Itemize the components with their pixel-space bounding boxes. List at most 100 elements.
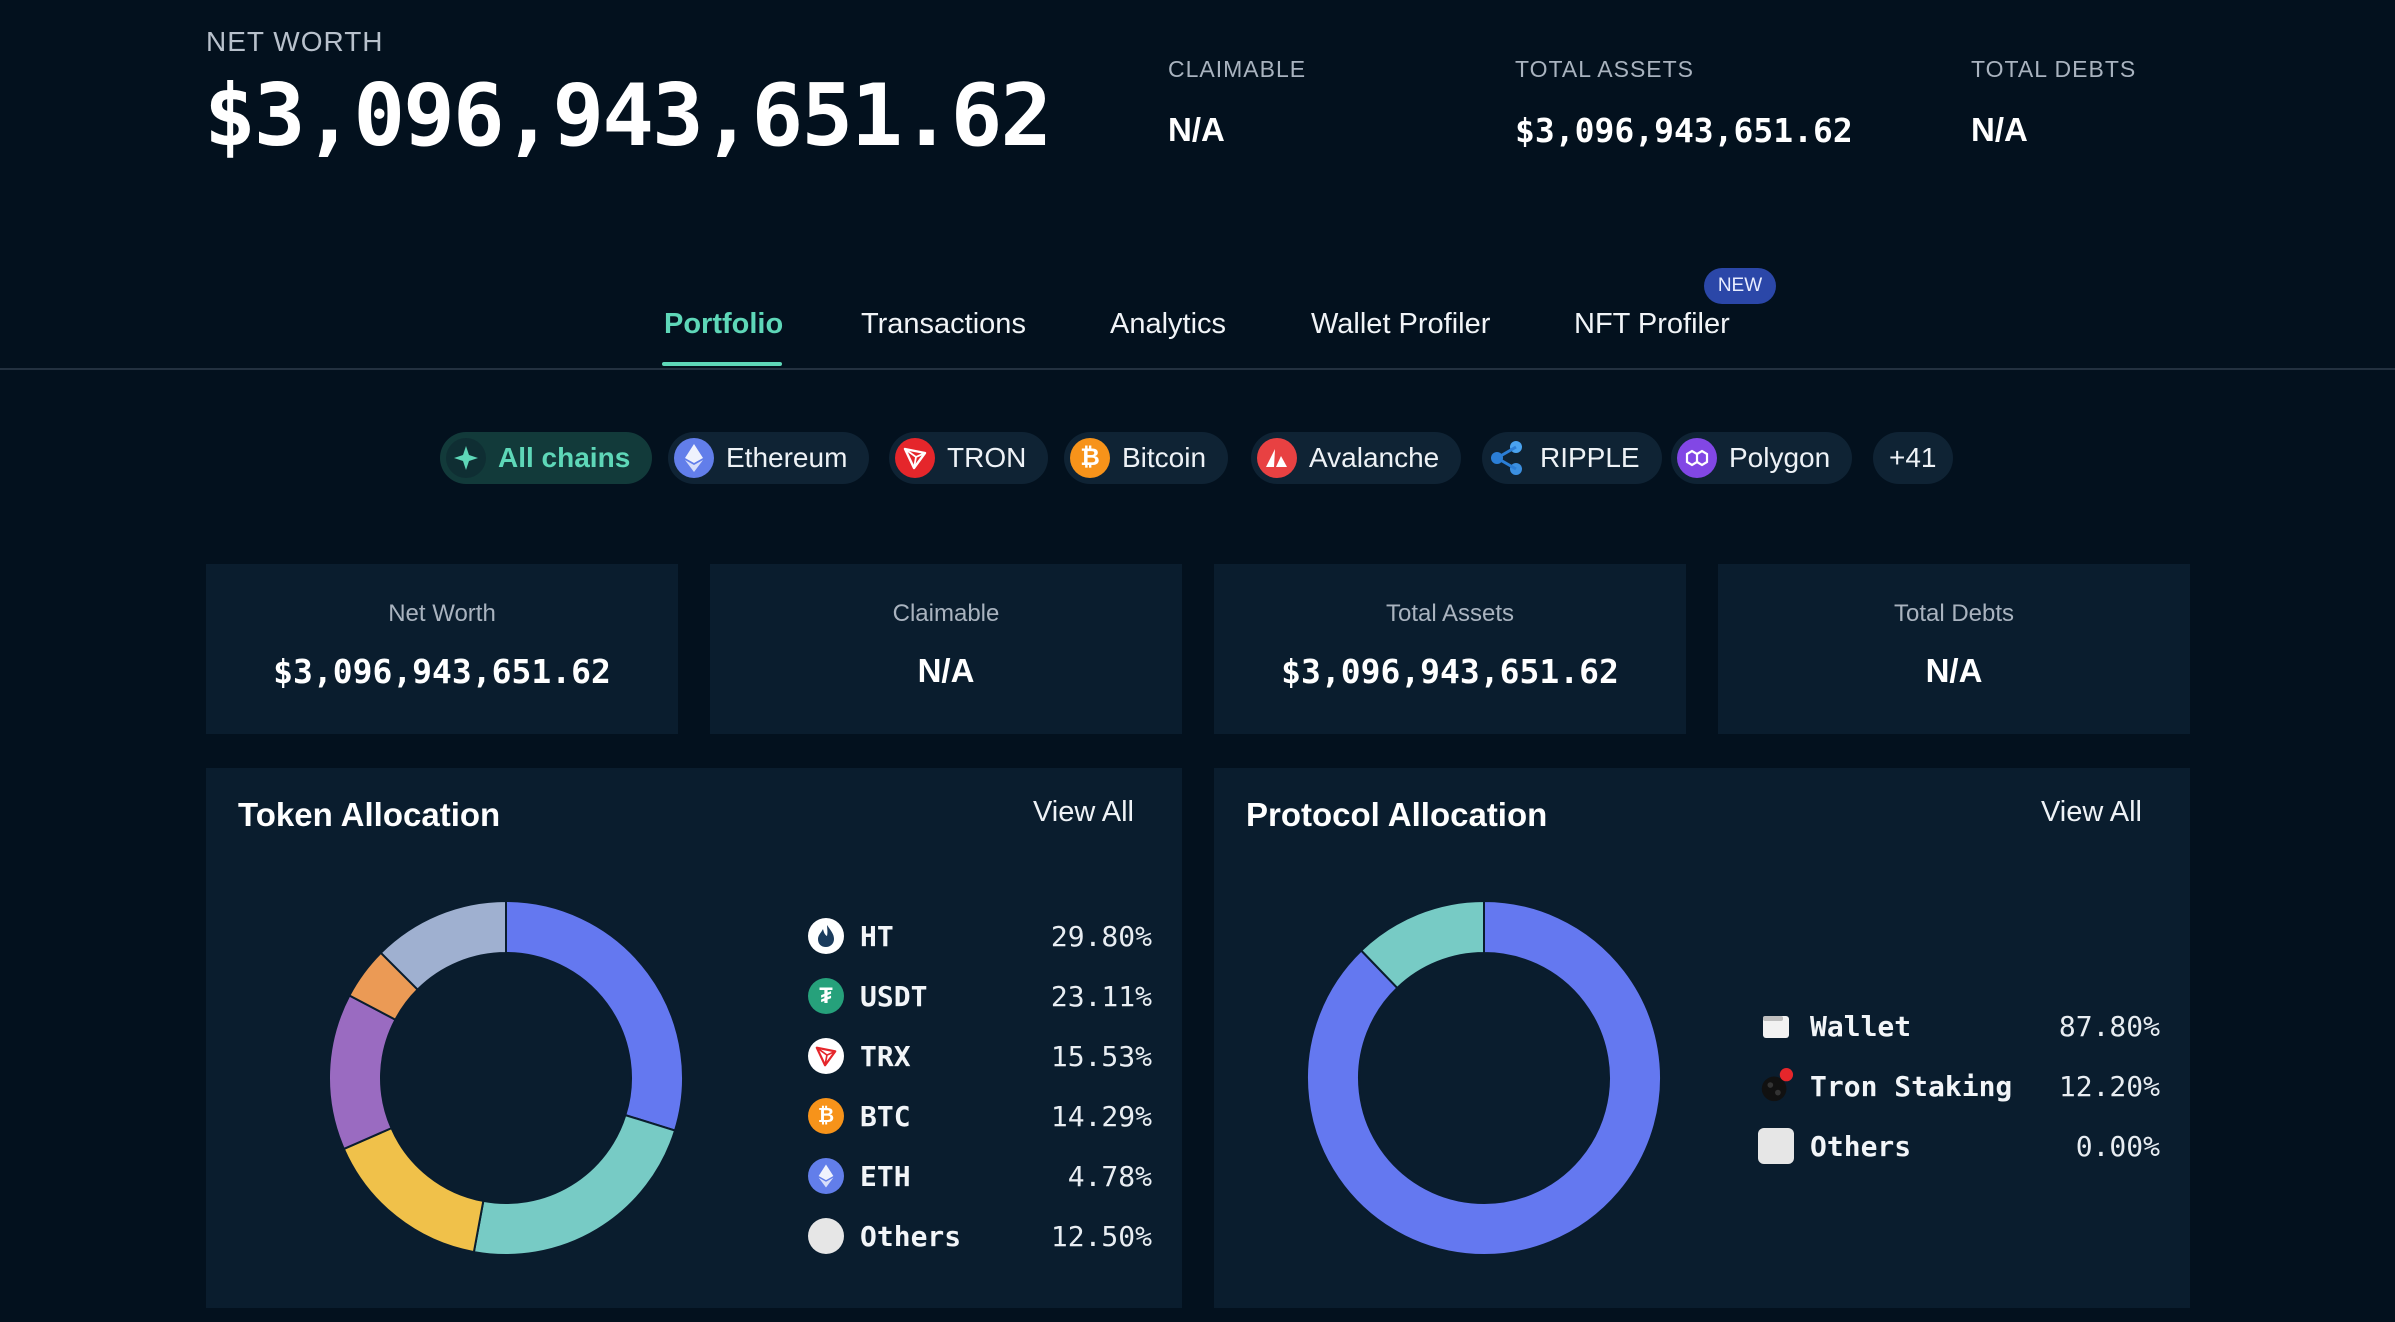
total-assets-value: $3,096,943,651.62 [1515,111,1853,150]
total-debts-label: TOTAL DEBTS [1971,56,2137,82]
net-worth-value: $3,096,943,651.62 [204,66,1052,166]
chain-label: Ethereum [726,442,848,473]
legend-pct: 23.11% [1050,979,1152,1013]
panel-title: Token Allocation [238,796,501,833]
others-icon [1758,1128,1794,1164]
legend-pct: 29.80% [1050,919,1152,953]
stat-card-total-assets: Total Assets $3,096,943,651.62 [1214,564,1686,734]
stat-value: $3,096,943,651.62 [273,652,611,691]
token-allocation-panel: Token Allocation View All HT 29.80% ₮ US… [206,768,1182,1308]
donut-slice-others[interactable] [379,899,507,992]
legend-pct: 12.50% [1050,1219,1152,1253]
stat-value: $3,096,943,651.62 [1281,652,1619,691]
chain-avalanche[interactable]: Avalanche [1251,432,1462,484]
stat-label: Total Debts [1893,600,2015,627]
tether-icon: ₮ [808,978,844,1014]
legend-row-tron-staking[interactable]: Tron Staking 12.20% [1758,1066,2160,1106]
chain-ripple[interactable]: RIPPLE [1482,432,1662,484]
claimable-summary: CLAIMABLE N/A [1168,56,1306,149]
legend-name: ETH [860,1159,911,1193]
stat-label: Net Worth [388,600,496,627]
claimable-label: CLAIMABLE [1168,56,1307,82]
legend-name: Others [860,1219,962,1253]
tron-icon [808,1038,844,1074]
donut-slice-usdt[interactable] [472,1113,677,1256]
total-assets-summary: TOTAL ASSETS $3,096,943,651.62 [1515,56,1853,150]
chain-label: RIPPLE [1540,442,1640,473]
donut-slice-btc[interactable] [328,994,397,1151]
active-tab-indicator [662,362,782,366]
stat-card-net-worth: Net Worth $3,096,943,651.62 [206,564,678,734]
polygon-icon [1677,438,1717,478]
more-chains-button[interactable]: +41 [1873,432,1953,484]
chain-bitcoin[interactable]: ₿ Bitcoin [1064,432,1229,484]
ripple-icon [1488,438,1528,478]
chain-label: Bitcoin [1122,442,1207,473]
legend-pct: 87.80% [2058,1009,2160,1043]
stat-label: Total Assets [1385,600,1515,627]
chain-label: TRON [947,442,1027,473]
tab-transactions[interactable]: Transactions [861,308,1026,340]
legend-name: BTC [860,1099,911,1133]
donut-slice-tron-staking[interactable] [1359,899,1485,990]
legend-pct: 14.29% [1050,1099,1152,1133]
legend-pct: 0.00% [2075,1129,2160,1163]
stat-value: N/A [917,652,975,689]
avalanche-icon [1257,438,1297,478]
chain-all-chains[interactable]: All chains [440,432,653,484]
donut-slice-trx[interactable] [342,1126,485,1254]
others-icon [808,1218,844,1254]
total-debts-summary: TOTAL DEBTS N/A [1971,56,2136,149]
tab-nft-profiler[interactable]: NFT Profiler [1574,308,1730,340]
legend-row-others[interactable]: Others 0.00% [1758,1126,2160,1166]
legend-row-trx[interactable]: TRX 15.53% [808,1036,1152,1076]
legend-name: USDT [860,979,928,1013]
donut-slice-wallet[interactable] [1306,899,1662,1256]
legend-row-usdt[interactable]: ₮ USDT 23.11% [808,976,1152,1016]
view-all-protocols-link[interactable]: View All [2040,796,2142,828]
new-badge: NEW [1704,268,1776,304]
protocol-allocation-chart [1306,899,1662,1256]
bitcoin-icon: ₿ [808,1098,844,1134]
tron-icon [895,438,935,478]
ethereum-icon [674,438,714,478]
all-chains-icon [446,438,486,478]
total-assets-label: TOTAL ASSETS [1515,56,1695,82]
legend-row-ht[interactable]: HT 29.80% [808,916,1152,956]
huobi-token-icon [808,918,844,954]
legend-name: Tron Staking [1810,1069,2013,1103]
tab-wallet-profiler[interactable]: Wallet Profiler [1311,308,1491,340]
legend-pct: 12.20% [2058,1069,2160,1103]
net-worth-label: NET WORTH [206,26,384,57]
legend-name: HT [860,919,894,953]
view-all-tokens-link[interactable]: View All [1032,796,1134,828]
claimable-value: N/A [1168,111,1225,148]
chain-tron[interactable]: TRON [889,432,1049,484]
chain-polygon[interactable]: Polygon [1671,432,1853,484]
donut-slice-ht[interactable] [505,899,684,1132]
legend-row-btc[interactable]: ₿ BTC 14.29% [808,1096,1152,1136]
chain-label: Polygon [1729,442,1831,473]
stat-value: N/A [1925,652,1983,689]
panel-title: Protocol Allocation [1246,796,1548,833]
protocol-allocation-panel: Protocol Allocation View All Wallet 87.8… [1214,768,2190,1308]
legend-name: Wallet [1810,1009,1912,1043]
bitcoin-icon: ₿ [1070,438,1110,478]
tab-portfolio[interactable]: Portfolio [664,308,784,340]
legend-pct: 15.53% [1050,1039,1152,1073]
tab-analytics[interactable]: Analytics [1110,308,1227,340]
ethereum-icon [808,1158,844,1194]
stat-card-claimable: Claimable N/A [710,564,1182,734]
stat-card-total-debts: Total Debts N/A [1718,564,2190,734]
chain-ethereum[interactable]: Ethereum [668,432,870,484]
legend-row-wallet[interactable]: Wallet 87.80% [1758,1006,2160,1046]
legend-row-others[interactable]: Others 12.50% [808,1216,1152,1256]
token-allocation-chart [328,899,684,1256]
chain-label: All chains [498,442,631,473]
legend-pct: 4.78% [1067,1159,1152,1193]
stat-label: Claimable [892,600,1000,627]
total-debts-value: N/A [1971,111,2028,148]
legend-row-eth[interactable]: ETH 4.78% [808,1156,1152,1196]
legend-name: TRX [860,1039,911,1073]
tron-staking-icon [1758,1068,1794,1104]
